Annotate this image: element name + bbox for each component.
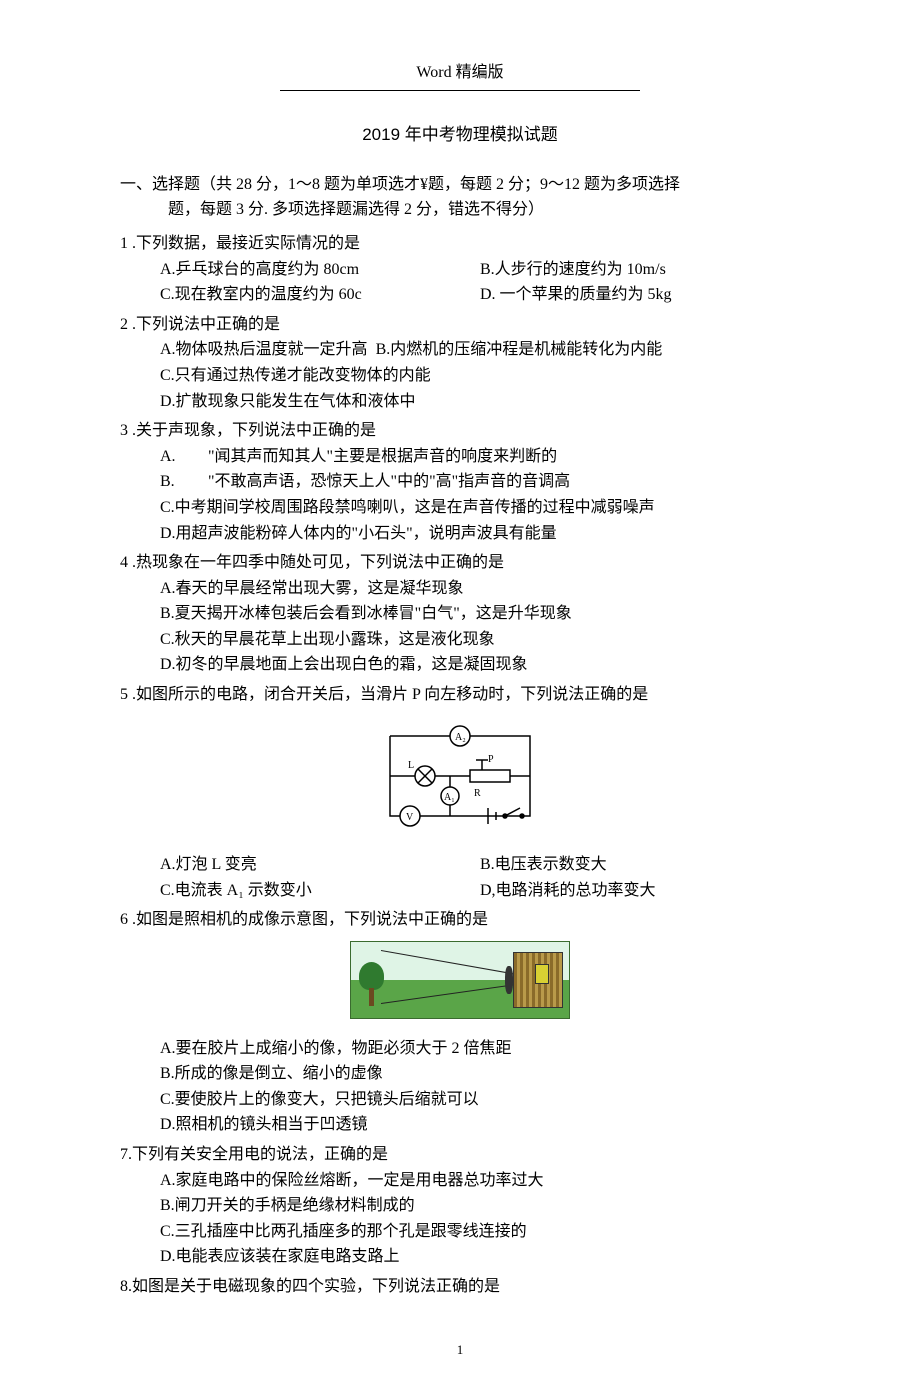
- camera-image-on-film: [535, 964, 549, 984]
- document-title: 2019 年中考物理模拟试题: [120, 121, 800, 148]
- q3-option-d: D.用超声波能粉碎人体内的"小石头"，说明声波具有能量: [160, 521, 800, 547]
- q6-option-c: C.要使胶片上的像变大，只把镜头后缩就可以: [160, 1087, 800, 1113]
- camera-tree-trunk: [369, 988, 374, 1006]
- q2-option-d: D.扩散现象只能发生在气体和液体中: [160, 389, 800, 415]
- q1-option-a: A.乒乓球台的高度约为 80cm: [160, 257, 480, 283]
- q2-option-b: B.内燃机的压缩冲程是机械能转化为内能: [376, 337, 663, 363]
- page-number: 1: [120, 1340, 800, 1361]
- q1-option-d: D. 一个苹果的质量约为 5kg: [480, 282, 800, 308]
- section-1-line1: 一、选择题（共 28 分，1〜8 题为单项选才¥题，每题 2 分；9〜12 题为…: [120, 172, 800, 198]
- q2-option-a: A.物体吸热后温度就一定升高: [160, 337, 368, 363]
- q2-stem: 2 .下列说法中正确的是: [120, 312, 800, 338]
- q8-stem: 8.如图是关于电磁现象的四个实验，下列说法正确的是: [120, 1274, 800, 1300]
- camera-diagram: [350, 941, 570, 1019]
- circuit-label-l: L: [408, 760, 414, 771]
- q6-camera-figure: [120, 941, 800, 1028]
- question-2: 2 .下列说法中正确的是 A.物体吸热后温度就一定升高 B.内燃机的压缩冲程是机…: [120, 312, 800, 414]
- q4-option-a: A.春天的早晨经常出现大雾，这是凝华现象: [160, 576, 800, 602]
- q6-option-d: D.照相机的镜头相当于凹透镜: [160, 1112, 800, 1138]
- q5-option-b: B.电压表示数变大: [480, 852, 800, 878]
- q3-stem: 3 .关于声现象，下列说法中正确的是: [120, 418, 800, 444]
- q3-option-a-label: A.: [160, 444, 208, 470]
- question-3: 3 .关于声现象，下列说法中正确的是 A. "闻其声而知其人"主要是根据声音的响…: [120, 418, 800, 546]
- q4-option-c: C.秋天的早晨花草上出现小露珠，这是液化现象: [160, 627, 800, 653]
- q4-option-b: B.夏天揭开冰棒包装后会看到冰棒冒"白气"，这是升华现象: [160, 601, 800, 627]
- question-7: 7.下列有关安全用电的说法，正确的是 A.家庭电路中的保险丝熔断，一定是用电器总…: [120, 1142, 800, 1270]
- q5-stem: 5 .如图所示的电路，闭合开关后，当滑片 P 向左移动时，下列说法正确的是: [120, 682, 800, 708]
- q2-option-c: C.只有通过热传递才能改变物体的内能: [160, 363, 800, 389]
- circuit-label-r: R: [474, 788, 481, 799]
- circuit-label-p: P: [488, 754, 494, 765]
- q1-option-c: C.现在教室内的温度约为 60c: [160, 282, 480, 308]
- circuit-label-a1: A₁: [444, 792, 455, 803]
- circuit-diagram: A₂ L P R A₁ V: [370, 716, 550, 836]
- question-4: 4 .热现象在一年四季中随处可见，下列说法中正确的是 A.春天的早晨经常出现大雾…: [120, 550, 800, 678]
- q7-option-b: B.闸刀开关的手柄是绝缘材料制成的: [160, 1193, 800, 1219]
- question-5: 5 .如图所示的电路，闭合开关后，当滑片 P 向左移动时，下列说法正确的是: [120, 682, 800, 903]
- question-8: 8.如图是关于电磁现象的四个实验，下列说法正确的是: [120, 1274, 800, 1300]
- q6-option-a: A.要在胶片上成缩小的像，物距必须大于 2 倍焦距: [160, 1036, 800, 1062]
- question-1: 1 .下列数据，最接近实际情况的是 A.乒乓球台的高度约为 80cm B.人步行…: [120, 231, 800, 308]
- camera-tree-foliage: [359, 962, 384, 990]
- q6-stem: 6 .如图是照相机的成像示意图，下列说法中正确的是: [120, 907, 800, 933]
- question-6: 6 .如图是照相机的成像示意图，下列说法中正确的是 A.要在胶片上成缩小的像，物…: [120, 907, 800, 1138]
- circuit-label-v: V: [406, 812, 414, 823]
- circuit-label-a2: A₂: [455, 732, 466, 743]
- q1-stem: 1 .下列数据，最接近实际情况的是: [120, 231, 800, 257]
- header-label: Word 精编版: [280, 60, 640, 91]
- q3-option-c: C.中考期间学校周围路段禁鸣喇叭，这是在声音传播的过程中减弱噪声: [160, 495, 800, 521]
- section-1-heading: 一、选择题（共 28 分，1〜8 题为单项选才¥题，每题 2 分；9〜12 题为…: [120, 172, 800, 223]
- section-1-line2: 题，每题 3 分. 多项选择题漏选得 2 分，错选不得分）: [120, 197, 800, 223]
- camera-lens: [505, 966, 513, 994]
- q7-option-d: D.电能表应该装在家庭电路支路上: [160, 1244, 800, 1270]
- q3-option-b-text: "不敢高声语，恐惊天上人"中的"高"指声音的音调高: [208, 469, 570, 495]
- q7-stem: 7.下列有关安全用电的说法，正确的是: [120, 1142, 800, 1168]
- q1-option-b: B.人步行的速度约为 10m/s: [480, 257, 800, 283]
- q4-option-d: D.初冬的早晨地面上会出现白色的霜，这是凝固现象: [160, 652, 800, 678]
- q5-option-a: A.灯泡 L 变亮: [160, 852, 480, 878]
- q7-option-a: A.家庭电路中的保险丝熔断，一定是用电器总功率过大: [160, 1168, 800, 1194]
- q7-option-c: C.三孔插座中比两孔插座多的那个孔是跟零线连接的: [160, 1219, 800, 1245]
- q5-option-d: D,电路消耗的总功率变大: [480, 878, 800, 904]
- q5-circuit-figure: A₂ L P R A₁ V: [120, 716, 800, 845]
- q3-option-b-label: B.: [160, 469, 208, 495]
- q6-option-b: B.所成的像是倒立、缩小的虚像: [160, 1061, 800, 1087]
- q5-option-c: C.电流表 A₁ 示数变小: [160, 878, 480, 904]
- q3-option-a-text: "闻其声而知其人"主要是根据声音的响度来判断的: [208, 444, 557, 470]
- q4-stem: 4 .热现象在一年四季中随处可见，下列说法中正确的是: [120, 550, 800, 576]
